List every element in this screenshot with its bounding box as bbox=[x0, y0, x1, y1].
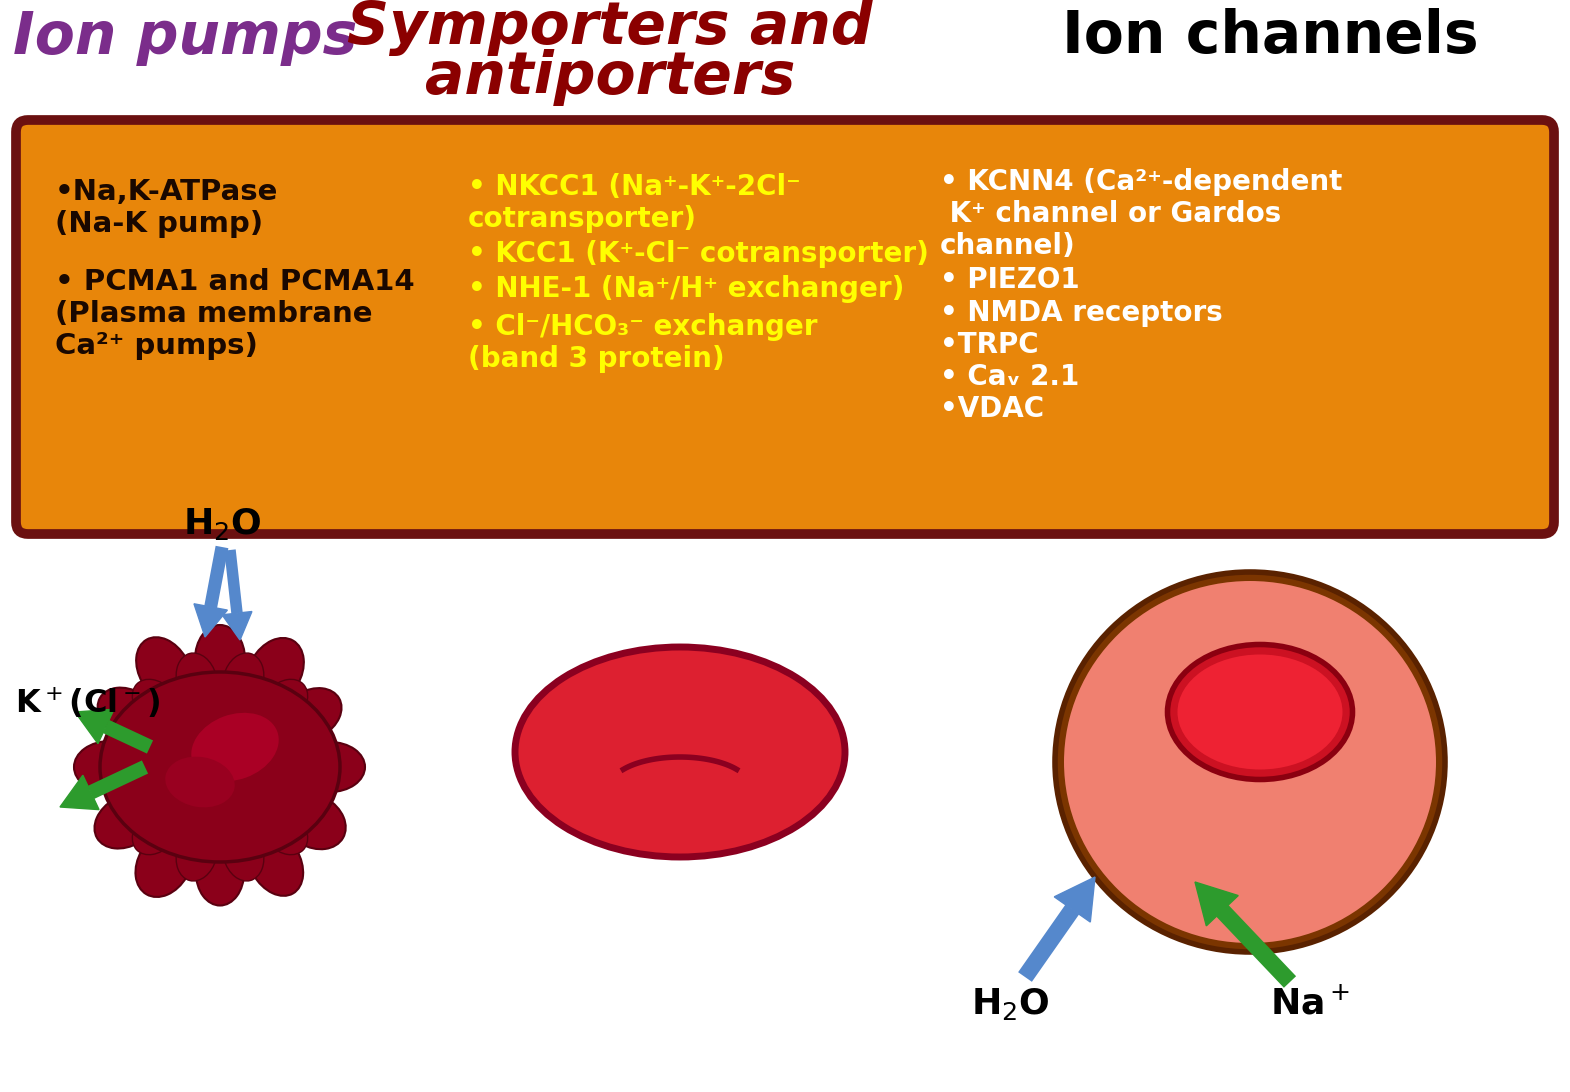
Ellipse shape bbox=[132, 807, 181, 855]
Text: K$^+$(Cl$^-$): K$^+$(Cl$^-$) bbox=[16, 685, 160, 720]
Ellipse shape bbox=[137, 638, 192, 703]
Polygon shape bbox=[1055, 877, 1094, 922]
Ellipse shape bbox=[176, 827, 217, 881]
Ellipse shape bbox=[259, 807, 308, 855]
Text: • NHE-1 (Na⁺/H⁺ exchanger): • NHE-1 (Na⁺/H⁺ exchanger) bbox=[468, 275, 904, 302]
Text: K⁺ channel or Gardos: K⁺ channel or Gardos bbox=[940, 200, 1281, 228]
Ellipse shape bbox=[1178, 654, 1342, 770]
Ellipse shape bbox=[279, 770, 334, 811]
Ellipse shape bbox=[119, 689, 320, 844]
Ellipse shape bbox=[176, 653, 217, 708]
Ellipse shape bbox=[223, 653, 264, 708]
Text: Ion channels: Ion channels bbox=[1061, 9, 1479, 66]
Ellipse shape bbox=[279, 723, 334, 764]
Text: • Caᵥ 2.1: • Caᵥ 2.1 bbox=[940, 363, 1079, 391]
Text: H$_2$O: H$_2$O bbox=[970, 986, 1049, 1022]
Text: •TRPC: •TRPC bbox=[940, 331, 1039, 359]
Ellipse shape bbox=[192, 713, 279, 781]
Ellipse shape bbox=[74, 741, 146, 793]
Ellipse shape bbox=[132, 679, 181, 727]
Text: • NKCC1 (Na⁺-K⁺-2Cl⁻: • NKCC1 (Na⁺-K⁺-2Cl⁻ bbox=[468, 173, 801, 201]
Ellipse shape bbox=[1168, 644, 1352, 780]
Text: •Na,K-ATPase: •Na,K-ATPase bbox=[55, 178, 278, 206]
Ellipse shape bbox=[94, 794, 159, 848]
Text: • NMDA receptors: • NMDA receptors bbox=[940, 299, 1223, 327]
Ellipse shape bbox=[165, 757, 236, 807]
Ellipse shape bbox=[107, 723, 160, 764]
Text: • KCNN4 (Ca²⁺-dependent: • KCNN4 (Ca²⁺-dependent bbox=[940, 168, 1342, 195]
Text: •VDAC: •VDAC bbox=[940, 395, 1044, 423]
Ellipse shape bbox=[195, 625, 245, 693]
Ellipse shape bbox=[97, 688, 159, 740]
Text: Symporters and: Symporters and bbox=[347, 0, 873, 56]
Polygon shape bbox=[195, 604, 228, 637]
Text: (Plasma membrane: (Plasma membrane bbox=[55, 300, 372, 328]
Text: Ca²⁺ pumps): Ca²⁺ pumps) bbox=[55, 332, 257, 360]
Text: cotransporter): cotransporter) bbox=[468, 205, 697, 233]
Ellipse shape bbox=[223, 827, 264, 881]
Text: channel): channel) bbox=[940, 232, 1075, 260]
Ellipse shape bbox=[100, 672, 341, 862]
Text: • PIEZO1: • PIEZO1 bbox=[940, 266, 1080, 294]
Text: Na$^+$: Na$^+$ bbox=[1270, 987, 1350, 1021]
Ellipse shape bbox=[246, 638, 305, 705]
Ellipse shape bbox=[196, 841, 243, 905]
Ellipse shape bbox=[281, 793, 345, 850]
Ellipse shape bbox=[107, 770, 160, 811]
Polygon shape bbox=[221, 612, 251, 640]
Ellipse shape bbox=[1055, 572, 1444, 952]
Text: • Cl⁻/HCO₃⁻ exchanger: • Cl⁻/HCO₃⁻ exchanger bbox=[468, 313, 818, 341]
Ellipse shape bbox=[135, 831, 193, 897]
Polygon shape bbox=[1195, 882, 1239, 926]
Polygon shape bbox=[60, 775, 99, 809]
Text: antiporters: antiporters bbox=[425, 48, 794, 106]
Ellipse shape bbox=[295, 741, 364, 792]
Text: (Na-K pump): (Na-K pump) bbox=[55, 210, 264, 238]
Ellipse shape bbox=[515, 646, 845, 857]
Text: • PCMA1 and PCMA14: • PCMA1 and PCMA14 bbox=[55, 268, 414, 296]
Text: (band 3 protein): (band 3 protein) bbox=[468, 345, 725, 373]
Ellipse shape bbox=[246, 829, 303, 895]
Text: Ion pumps: Ion pumps bbox=[13, 9, 358, 66]
Ellipse shape bbox=[281, 688, 342, 740]
Ellipse shape bbox=[259, 679, 308, 727]
Text: H$_2$O: H$_2$O bbox=[182, 506, 261, 542]
Ellipse shape bbox=[1064, 581, 1437, 943]
FancyBboxPatch shape bbox=[16, 120, 1554, 534]
Text: • KCC1 (K⁺-Cl⁻ cotransporter): • KCC1 (K⁺-Cl⁻ cotransporter) bbox=[468, 240, 929, 268]
Polygon shape bbox=[75, 709, 115, 744]
